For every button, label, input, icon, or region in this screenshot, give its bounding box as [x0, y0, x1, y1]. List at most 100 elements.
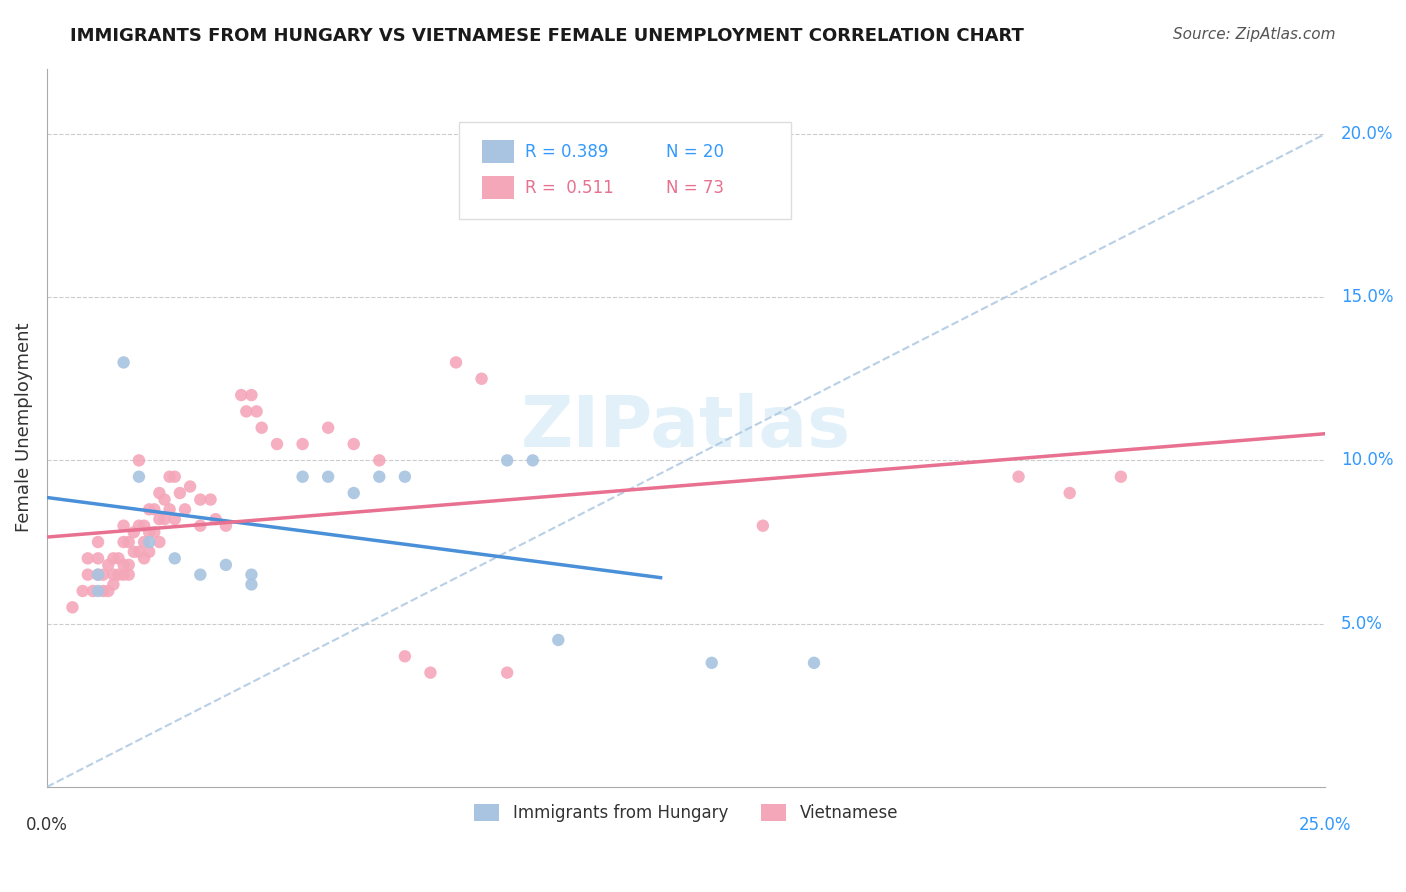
Point	[143, 525, 166, 540]
Point	[87, 551, 110, 566]
Point	[188, 492, 211, 507]
Point	[235, 404, 257, 418]
Text: Source: ZipAtlas.com: Source: ZipAtlas.com	[1173, 27, 1336, 42]
Point	[368, 469, 391, 483]
Point	[112, 558, 135, 572]
Point	[245, 404, 267, 418]
Point	[343, 437, 366, 451]
Point	[153, 492, 176, 507]
Point	[163, 512, 186, 526]
Point	[97, 558, 120, 572]
Text: 20.0%: 20.0%	[1341, 125, 1393, 143]
Point	[87, 567, 110, 582]
Point	[266, 437, 288, 451]
Point	[132, 551, 155, 566]
Point	[118, 558, 141, 572]
Point	[82, 584, 104, 599]
Point	[240, 567, 263, 582]
Point	[204, 512, 226, 526]
Point	[128, 545, 150, 559]
Point	[231, 388, 253, 402]
Point	[240, 577, 263, 591]
Legend: Immigrants from Hungary, Vietnamese: Immigrants from Hungary, Vietnamese	[468, 797, 904, 829]
Point	[112, 355, 135, 369]
Point	[118, 535, 141, 549]
Text: R =  0.511: R = 0.511	[524, 178, 614, 197]
Point	[122, 525, 145, 540]
Point	[547, 632, 569, 647]
Point	[138, 502, 160, 516]
Point	[87, 584, 110, 599]
Point	[700, 656, 723, 670]
Point	[496, 665, 519, 680]
Text: IMMIGRANTS FROM HUNGARY VS VIETNAMESE FEMALE UNEMPLOYMENT CORRELATION CHART: IMMIGRANTS FROM HUNGARY VS VIETNAMESE FE…	[70, 27, 1024, 45]
Point	[1109, 469, 1132, 483]
Point	[159, 469, 181, 483]
Point	[132, 535, 155, 549]
Point	[107, 551, 129, 566]
Point	[174, 502, 197, 516]
FancyBboxPatch shape	[458, 122, 792, 219]
Text: 0.0%: 0.0%	[25, 815, 67, 834]
Point	[471, 372, 494, 386]
Point	[169, 486, 191, 500]
Point	[752, 518, 775, 533]
Point	[522, 453, 544, 467]
Point	[153, 512, 176, 526]
Point	[188, 518, 211, 533]
Point	[112, 535, 135, 549]
Point	[496, 453, 519, 467]
Bar	[482, 140, 513, 163]
Point	[343, 486, 366, 500]
Point	[138, 545, 160, 559]
Point	[128, 453, 150, 467]
Point	[138, 535, 160, 549]
Point	[240, 388, 263, 402]
Point	[118, 567, 141, 582]
Text: N = 20: N = 20	[665, 143, 724, 161]
Point	[368, 453, 391, 467]
Point	[128, 518, 150, 533]
Point	[76, 551, 98, 566]
Point	[143, 502, 166, 516]
Point	[316, 421, 339, 435]
Point	[97, 584, 120, 599]
Point	[1059, 486, 1081, 500]
Point	[250, 421, 273, 435]
Point	[394, 649, 416, 664]
Bar	[482, 177, 513, 199]
Point	[215, 518, 238, 533]
Point	[444, 355, 467, 369]
Text: 10.0%: 10.0%	[1341, 451, 1393, 469]
Point	[419, 665, 441, 680]
Point	[188, 567, 211, 582]
Point	[103, 551, 125, 566]
Point	[132, 518, 155, 533]
Point	[291, 469, 314, 483]
Text: ZIPatlas: ZIPatlas	[522, 393, 851, 462]
Point	[103, 577, 125, 591]
Point	[148, 512, 170, 526]
Point	[72, 584, 94, 599]
Point	[291, 437, 314, 451]
Text: R = 0.389: R = 0.389	[524, 143, 609, 161]
Point	[112, 518, 135, 533]
Point	[112, 567, 135, 582]
Point	[215, 558, 238, 572]
Point	[138, 525, 160, 540]
Text: 25.0%: 25.0%	[1299, 815, 1351, 834]
Point	[200, 492, 222, 507]
Point	[163, 551, 186, 566]
Point	[103, 567, 125, 582]
Point	[107, 567, 129, 582]
Point	[91, 567, 114, 582]
Point	[179, 479, 201, 493]
Point	[803, 656, 825, 670]
Point	[316, 469, 339, 483]
Point	[87, 567, 110, 582]
Point	[163, 469, 186, 483]
Point	[62, 600, 84, 615]
Point	[1007, 469, 1029, 483]
Point	[76, 567, 98, 582]
Point	[159, 502, 181, 516]
